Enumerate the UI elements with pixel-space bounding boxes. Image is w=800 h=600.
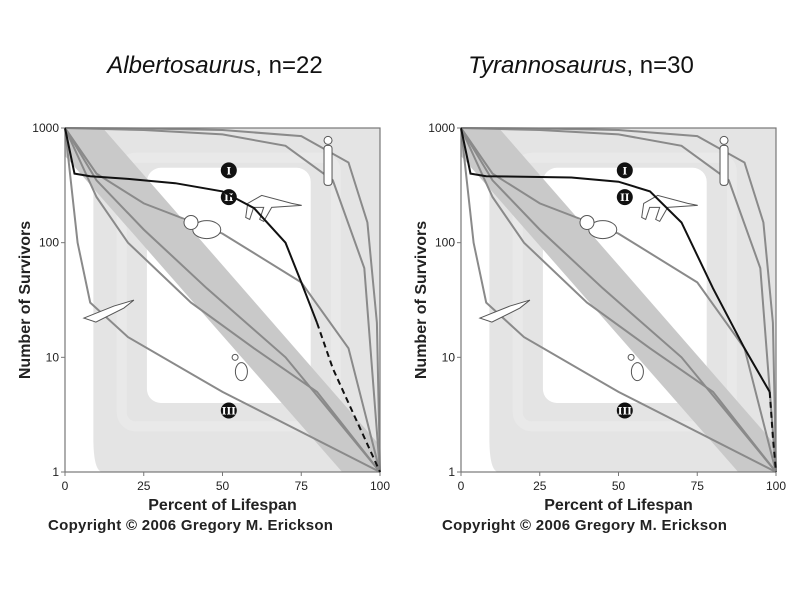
zone-marker <box>220 162 237 179</box>
tyrannosaur-icon <box>245 194 302 223</box>
human-head <box>323 135 333 145</box>
y-tick-label: 10 <box>46 350 60 364</box>
chart-title-sample-size: , n=30 <box>626 52 694 79</box>
zone-inner-ring <box>512 152 737 432</box>
reference-survivorship-curve <box>64 127 381 473</box>
y-tick-label: 1000 <box>428 121 455 135</box>
tyrannosaur-body <box>641 194 698 223</box>
zone-label: II <box>620 193 630 204</box>
bird-icon <box>627 353 644 382</box>
human-body <box>719 144 729 186</box>
elephant-icon <box>183 214 222 240</box>
reference-survivorship-curve <box>64 127 381 473</box>
x-tick-label: 75 <box>691 479 705 493</box>
tyrannosaur-body <box>245 194 302 223</box>
reference-survivorship-curve <box>460 127 777 473</box>
chart-title: Tyrannosaurus, n=30 <box>366 52 796 80</box>
zone-marker <box>616 189 633 206</box>
zone-label: III <box>222 407 236 418</box>
reference-survivorship-curve <box>460 127 777 473</box>
zone-label: III <box>618 407 632 418</box>
crocodile-icon <box>478 299 531 323</box>
bird-body <box>234 362 248 382</box>
elephant-head <box>579 214 595 230</box>
y-axis-label: Number of Survivors <box>413 221 430 379</box>
type-ii-diagonal-band <box>65 128 380 472</box>
crocodile-icon <box>82 299 135 323</box>
chart-title-species: Albertosaurus <box>107 52 256 79</box>
zone-label: I <box>226 166 231 177</box>
human-icon <box>719 135 729 186</box>
crocodile-body <box>478 299 531 323</box>
y-tick-label: 1 <box>448 465 455 479</box>
zone-label: II <box>224 193 234 204</box>
zone-marker <box>616 162 633 179</box>
elephant-icon <box>579 214 618 240</box>
projected-survivorship-line <box>316 322 381 473</box>
x-tick-label: 0 <box>62 479 69 493</box>
y-tick-label: 1000 <box>32 121 59 135</box>
y-tick-label: 100 <box>435 236 455 250</box>
copyright-notice: Copyright © 2006 Gregory M. Erickson <box>442 517 728 534</box>
human-body <box>323 144 333 186</box>
x-axis-label: Percent of Lifespan <box>544 497 692 514</box>
x-tick-label: 25 <box>533 479 547 493</box>
x-tick-label: 100 <box>370 479 390 493</box>
crocodile-body <box>82 299 135 323</box>
zone-marker <box>616 402 633 419</box>
type-ii-diagonal-band <box>461 128 776 472</box>
x-tick-label: 0 <box>458 479 465 493</box>
bird-head <box>231 353 239 361</box>
x-tick-label: 75 <box>295 479 309 493</box>
chart-title-sample-size: , n=22 <box>255 52 323 79</box>
bird-icon <box>231 353 248 382</box>
y-tick-label: 100 <box>39 236 59 250</box>
human-head <box>719 135 729 145</box>
reference-survivorship-curve <box>460 127 777 473</box>
observed-survivorship-line <box>64 127 318 324</box>
chart-title-species: Tyrannosaurus <box>468 52 627 79</box>
y-tick-label: 1 <box>52 465 59 479</box>
human-icon <box>323 135 333 186</box>
y-axis-label: Number of Survivors <box>17 221 34 379</box>
reference-survivorship-curve <box>64 127 381 473</box>
x-tick-label: 50 <box>612 479 626 493</box>
zone-inner-ring <box>116 152 341 432</box>
projected-survivorship-line <box>768 391 777 473</box>
x-tick-label: 100 <box>766 479 786 493</box>
reference-survivorship-curve <box>460 127 777 473</box>
x-axis-label: Percent of Lifespan <box>148 497 296 514</box>
chart-panel-tyrannosaurus: Tyrannosaurus, n=30 I II III 0 25 50 75 100 1 10 1… <box>396 0 796 600</box>
zone-label: I <box>622 166 627 177</box>
chart-title: Albertosaurus, n=22 <box>0 52 430 80</box>
reference-survivorship-curve <box>64 127 381 473</box>
zone-marker <box>220 402 237 419</box>
reference-survivorship-curve <box>64 127 381 473</box>
elephant-head <box>183 214 199 230</box>
observed-survivorship-line <box>460 127 771 393</box>
bird-body <box>630 362 644 382</box>
x-tick-label: 50 <box>216 479 230 493</box>
copyright-notice: Copyright © 2006 Gregory M. Erickson <box>48 517 334 534</box>
bird-head <box>627 353 635 361</box>
x-tick-label: 25 <box>137 479 151 493</box>
chart-panel-albertosaurus: Albertosaurus, n=22 I II III 0 25 50 75 100 1 10 1… <box>17 52 390 534</box>
y-tick-label: 10 <box>442 350 456 364</box>
tyrannosaur-icon <box>641 194 698 223</box>
